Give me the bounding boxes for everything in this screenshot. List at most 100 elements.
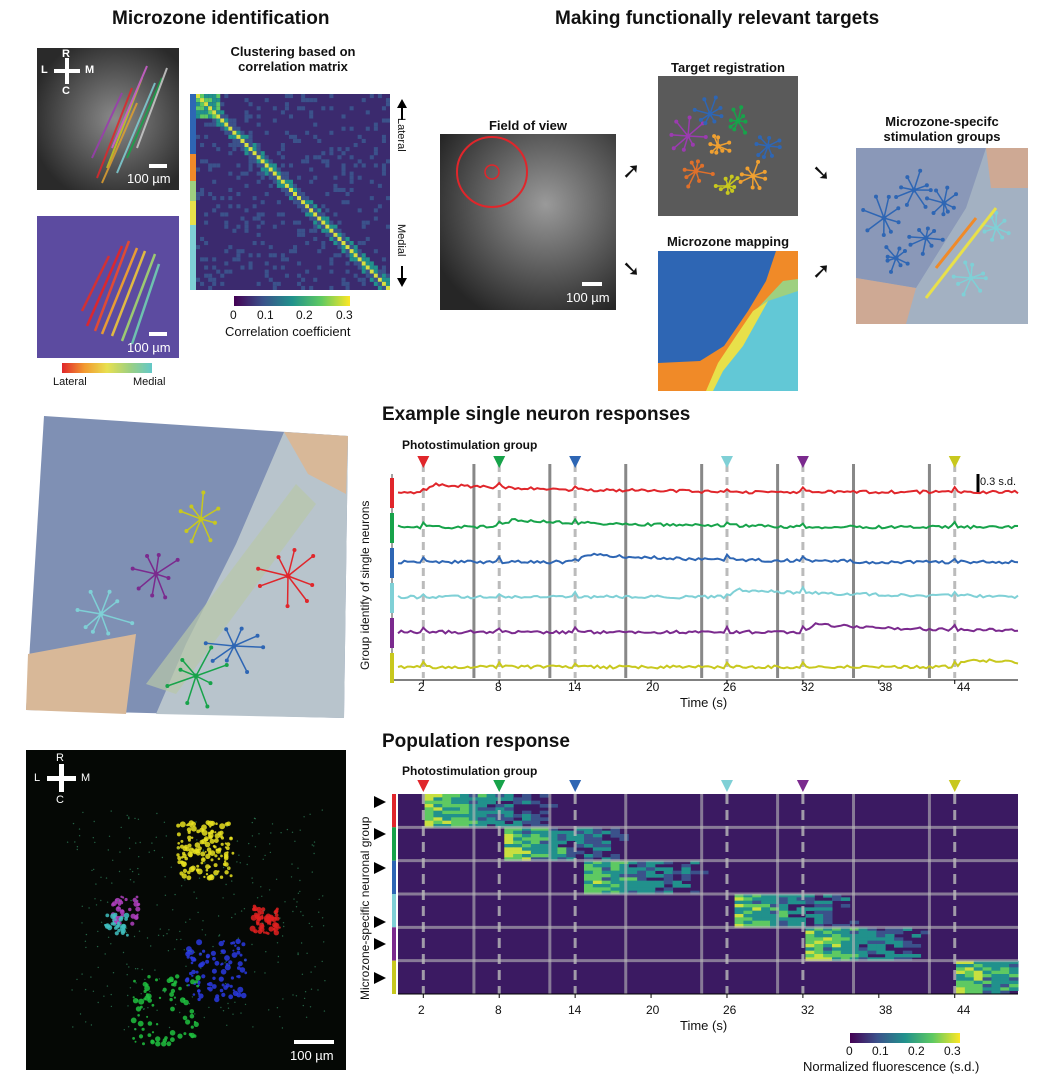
heat-cell — [433, 797, 443, 801]
dot — [137, 902, 141, 906]
corr-cell — [248, 147, 253, 152]
heat-cell — [1000, 974, 1010, 978]
corr-cell — [349, 241, 354, 246]
dot — [215, 822, 218, 825]
star-ray — [233, 628, 243, 647]
dot — [132, 897, 137, 903]
star-ray — [100, 613, 109, 634]
dot — [162, 1038, 167, 1043]
pop-ylabel: Microzone-specific neuronal group — [358, 816, 372, 1000]
speck — [134, 1028, 136, 1030]
heat-cell — [1009, 984, 1019, 988]
corr-cell — [381, 134, 386, 139]
reg-star-orange-1 — [708, 134, 732, 155]
star-ray — [913, 189, 927, 208]
heat-cell — [991, 984, 1001, 988]
dot — [130, 913, 136, 919]
star-dot — [750, 185, 755, 190]
star-dot — [710, 172, 715, 177]
dot — [261, 907, 266, 912]
heat-cell — [796, 897, 806, 901]
star-dot — [902, 249, 907, 254]
dot — [205, 959, 210, 964]
speck — [199, 952, 202, 955]
heat-cell — [805, 894, 815, 898]
heat-cell — [460, 807, 470, 811]
heat-cell — [522, 850, 532, 855]
corr-cell — [248, 261, 253, 266]
star-ray — [862, 209, 885, 219]
heat-cell — [601, 830, 612, 835]
corr-cell — [276, 167, 281, 172]
speck — [215, 874, 217, 877]
star-ray — [687, 135, 706, 138]
heat-cell — [902, 927, 913, 931]
speck — [268, 1009, 270, 1011]
heat-cell — [460, 810, 470, 815]
dot — [224, 822, 229, 827]
speck — [321, 917, 324, 919]
corr-cell — [216, 110, 221, 115]
dot — [200, 857, 206, 863]
heat-cell — [451, 804, 461, 808]
star-dot — [898, 263, 903, 268]
corr-cell — [204, 102, 209, 107]
star-dot — [728, 118, 733, 123]
corr-cell — [361, 224, 366, 229]
heat-cell — [584, 884, 594, 888]
star-ray — [100, 591, 111, 615]
overlay-stim-map-svg — [26, 416, 348, 718]
corr-cell — [256, 151, 261, 156]
pop-xtick-38: 38 — [879, 1003, 893, 1017]
speck — [189, 918, 191, 920]
dot — [205, 873, 209, 876]
star-ray — [77, 609, 102, 615]
corr-cell — [297, 273, 302, 278]
heat-cell — [832, 937, 842, 941]
trace-group-bar-cyan — [390, 583, 394, 613]
dot — [257, 917, 262, 922]
corr-cell — [337, 187, 342, 192]
star-dot — [725, 190, 730, 195]
dot — [209, 820, 216, 826]
heat-cell — [1009, 977, 1019, 981]
corr-cell — [264, 167, 269, 172]
heat-cell — [601, 864, 612, 868]
speck — [269, 851, 272, 854]
star-dot — [681, 147, 686, 152]
corr-cell — [276, 183, 281, 188]
corr-cell — [248, 151, 253, 156]
speck — [125, 927, 128, 929]
corr-cell — [369, 179, 374, 184]
heat-cell — [504, 824, 514, 828]
corr-cell — [228, 151, 233, 156]
speck — [112, 859, 114, 861]
heat-cell — [858, 947, 868, 951]
heat-cell — [964, 974, 975, 978]
star-dot — [713, 183, 718, 188]
heat-cell — [663, 867, 674, 871]
corr-cell — [240, 249, 245, 254]
corr-cell — [236, 138, 241, 143]
corr-cell — [313, 228, 318, 233]
corr-cell — [297, 196, 302, 201]
heat-cell — [699, 870, 709, 875]
corr-cell — [349, 126, 354, 131]
corr-cell — [200, 94, 205, 99]
speck — [309, 1006, 312, 1008]
speck — [295, 906, 298, 908]
heat-cell — [619, 837, 629, 841]
corr-cell — [373, 281, 378, 286]
corr-cell — [357, 175, 362, 180]
corr-cell — [309, 285, 314, 290]
corr-cell — [236, 257, 241, 262]
speck — [97, 966, 99, 969]
dot — [180, 839, 184, 843]
heat-cell — [805, 937, 815, 941]
correlation-matrix-svg — [196, 94, 390, 290]
stim-line-orange — [934, 217, 978, 269]
heat-cell — [840, 934, 851, 938]
dot — [197, 997, 201, 1002]
heat-cell — [858, 937, 868, 941]
speck — [90, 1024, 93, 1026]
